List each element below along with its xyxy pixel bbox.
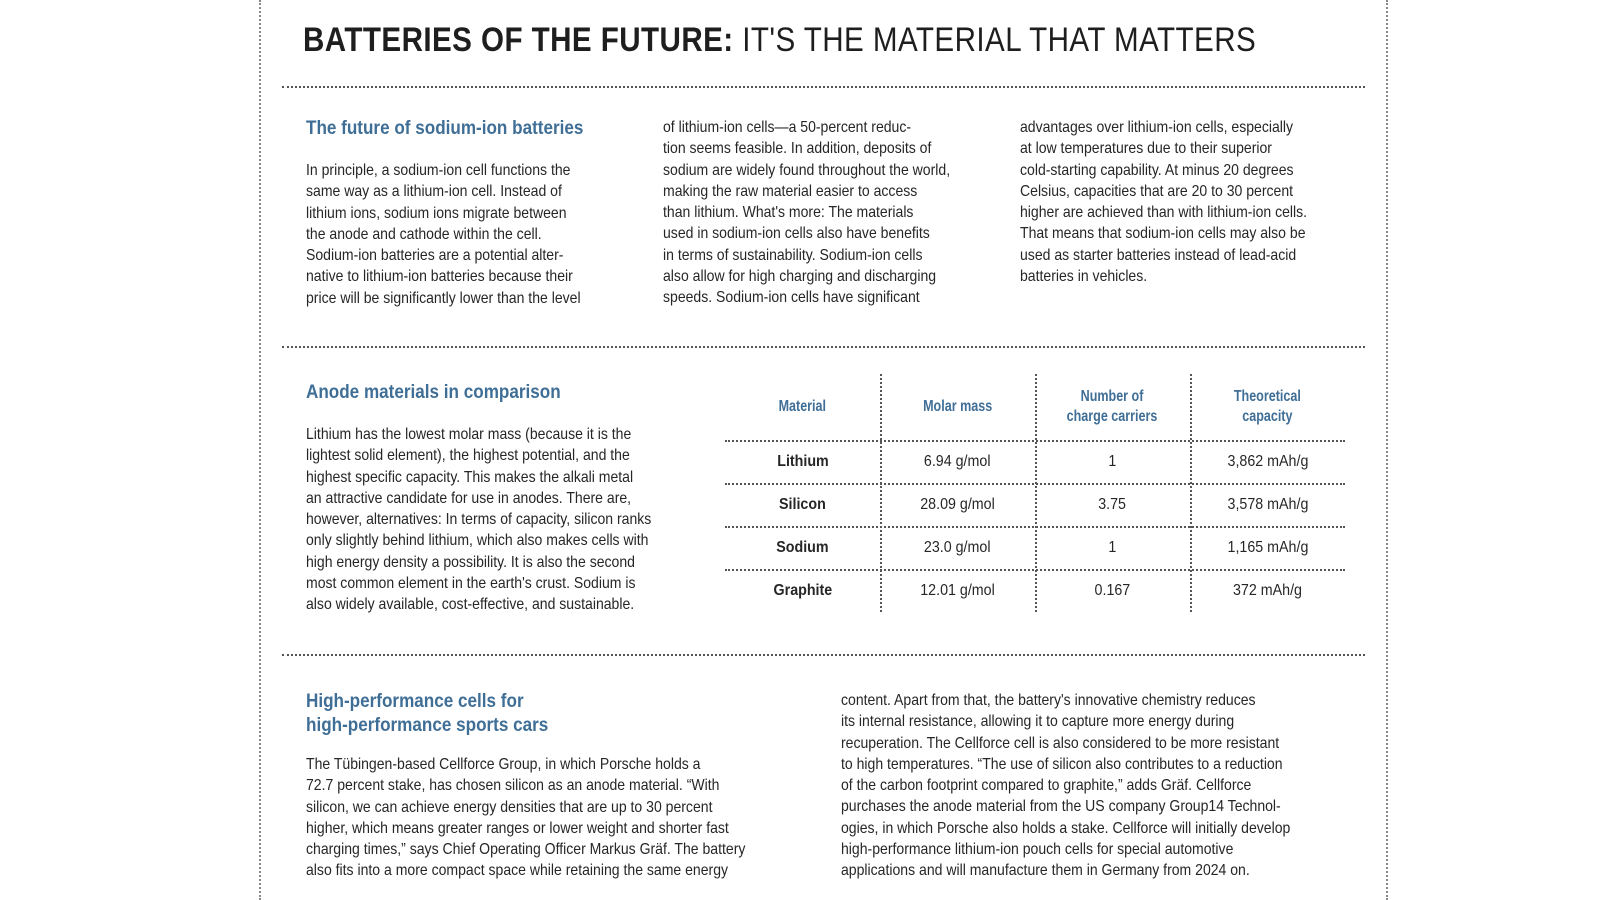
text-line: of lithium-ion cells—a 50-percent reduc- xyxy=(663,119,912,136)
text-line: 72.7 percent stake, has chosen silicon a… xyxy=(306,777,720,795)
sodium-text-column-3: advantages over lithium-ion cells, espec… xyxy=(1020,117,1307,287)
table-cell-material: Silicon xyxy=(779,495,826,513)
text-line: cold-starting capability. At minus 20 de… xyxy=(1020,161,1294,179)
highperf-section-heading: High-performance cells for high-performan… xyxy=(306,690,548,738)
table-cell-capacity: 1,165 mAh/g xyxy=(1227,538,1308,556)
sodium-text-column-2: of lithium-ion cells—a 50-percent reduc-… xyxy=(663,117,950,309)
text-line: higher, which means greater ranges or lo… xyxy=(306,819,729,837)
table-column-divider xyxy=(1035,374,1037,612)
text-line: content. Apart from that, the battery's … xyxy=(841,692,1256,709)
text-line: recuperation. The Cellforce cell is also… xyxy=(841,734,1280,752)
text-line: in terms of sustainability. Sodium-ion c… xyxy=(663,246,923,264)
text-line: lithium ions, sodium ions migrate betwee… xyxy=(306,204,567,222)
text-line: native to lithium-ion batteries because … xyxy=(306,268,573,286)
text-line: also allow for high charging and dischar… xyxy=(663,268,937,286)
text-line: silicon, we can achieve energy densities… xyxy=(306,798,713,816)
section-divider xyxy=(282,654,1365,656)
table-cell-molar-mass: 23.0 g/mol xyxy=(924,538,991,556)
table-cell-molar-mass: 28.09 g/mol xyxy=(920,495,995,513)
table-cell-molar-mass: 12.01 g/mol xyxy=(920,581,995,599)
text-line: Sodium-ion batteries are a potential alt… xyxy=(306,247,564,265)
text-line: price will be significantly lower than t… xyxy=(306,289,581,307)
text-line: The Tübingen-based Cellforce Group, in w… xyxy=(306,756,701,773)
text-line: higher are achieved than with lithium-io… xyxy=(1020,204,1308,222)
text-line: high energy density a possibility. It is… xyxy=(306,553,635,571)
text-line: speeds. Sodium-ion cells have significan… xyxy=(663,289,920,307)
table-cell-capacity: 372 mAh/g xyxy=(1233,581,1302,599)
table-cell-charge-carriers: 0.167 xyxy=(1094,581,1131,599)
page-title-bold: BATTERIES OF THE FUTURE: xyxy=(303,21,734,59)
text-line: That means that sodium-ion cells may als… xyxy=(1020,225,1306,243)
anode-text-body: Lithium has the lowest molar mass (becau… xyxy=(306,424,651,616)
page-border-right xyxy=(1386,0,1388,900)
text-line: also widely available, cost-effective, a… xyxy=(306,596,635,614)
text-line: lightest solid element), the highest pot… xyxy=(306,447,630,465)
highperf-text-column-1: The Tübingen-based Cellforce Group, in w… xyxy=(306,754,745,882)
text-line: used as starter batteries instead of lea… xyxy=(1020,246,1297,264)
text-line: its internal resistance, allowing it to … xyxy=(841,713,1235,731)
text-line: Theoretical xyxy=(1233,388,1301,405)
text-line: Number of xyxy=(1081,388,1144,405)
text-line: high-performance lithium-ion pouch cells… xyxy=(841,841,1234,859)
page-title: BATTERIES OF THE FUTURE: IT'S THE MATERI… xyxy=(303,18,1256,62)
text-line: of the carbon footprint compared to grap… xyxy=(841,777,1252,795)
table-column-divider xyxy=(880,374,882,612)
text-line: Material xyxy=(778,398,827,415)
text-line: capacity xyxy=(1242,408,1293,425)
text-line: batteries in vehicles. xyxy=(1020,268,1148,286)
table-header-molar-mass: Molar mass xyxy=(880,374,1035,440)
text-line: an attractive candidate for use in anode… xyxy=(306,489,632,507)
text-line: high-performance sports cars xyxy=(306,715,549,736)
text-line: also fits into a more compact space whil… xyxy=(306,862,729,880)
text-line: advantages over lithium-ion cells, espec… xyxy=(1020,119,1294,136)
section-divider xyxy=(282,86,1365,88)
highperf-text-column-2: content. Apart from that, the battery's … xyxy=(841,690,1290,882)
text-line: charge carriers xyxy=(1067,408,1158,425)
text-line: same way as a lithium-ion cell. Instead … xyxy=(306,183,562,201)
text-line: used in sodium-ion cells also have benef… xyxy=(663,225,930,243)
table-cell-material: Graphite xyxy=(773,581,832,599)
text-line: the anode and cathode within the cell. xyxy=(306,225,542,243)
text-line: purchases the anode material from the US… xyxy=(841,798,1281,816)
text-line: Molar mass xyxy=(922,398,993,415)
anode-comparison-table: Material Molar mass Number of charge carr… xyxy=(725,374,1345,612)
section-divider xyxy=(282,346,1365,348)
table-cell-material: Lithium xyxy=(776,452,829,470)
text-line: ogies, in which Porsche also holds a sta… xyxy=(841,819,1291,837)
table-header-charge-carriers: Number of charge carriers xyxy=(1035,374,1190,440)
table-column-divider xyxy=(1190,374,1192,612)
text-line: Lithium has the lowest molar mass (becau… xyxy=(306,426,632,443)
table-cell-charge-carriers: 1 xyxy=(1108,538,1117,556)
text-line: charging times,” says Chief Operating Of… xyxy=(306,841,746,859)
text-line: at low temperatures due to their superio… xyxy=(1020,140,1272,158)
table-header-material: Material xyxy=(725,374,880,440)
text-line: sodium are widely found throughout the w… xyxy=(663,161,951,179)
table-cell-charge-carriers: 3.75 xyxy=(1098,495,1127,513)
text-line: Celsius, capacities that are 20 to 30 pe… xyxy=(1020,182,1294,200)
sodium-section-heading: The future of sodium-ion batteries xyxy=(306,118,584,139)
table-cell-molar-mass: 6.94 g/mol xyxy=(924,452,991,470)
text-line: highest specific capacity. This makes th… xyxy=(306,468,634,486)
anode-section-heading: Anode materials in comparison xyxy=(306,382,561,403)
table-cell-material: Sodium xyxy=(776,538,829,556)
page-title-light: IT'S THE MATERIAL THAT MATTERS xyxy=(742,21,1257,59)
text-line: making the raw material easier to access xyxy=(663,182,918,200)
text-line: than lithium. What's more: The materials xyxy=(663,204,914,222)
text-line: to high temperatures. “The use of silico… xyxy=(841,755,1283,773)
text-line: only slightly behind lithium, which also… xyxy=(306,532,649,550)
text-line: High-performance cells for xyxy=(306,691,524,712)
table-cell-capacity: 3,862 mAh/g xyxy=(1227,452,1308,470)
table-header-capacity: Theoretical capacity xyxy=(1190,374,1345,440)
text-line: In principle, a sodium-ion cell function… xyxy=(306,162,571,179)
table-cell-charge-carriers: 1 xyxy=(1108,452,1117,470)
text-line: most common element in the earth's crust… xyxy=(306,575,636,593)
text-line: applications and will manufacture them i… xyxy=(841,862,1250,880)
sodium-text-column-1: In principle, a sodium-ion cell function… xyxy=(306,160,581,309)
text-line: however, alternatives: In terms of capac… xyxy=(306,511,652,529)
table-cell-capacity: 3,578 mAh/g xyxy=(1227,495,1308,513)
text-line: tion seems feasible. In addition, deposi… xyxy=(663,140,932,158)
page-border-left xyxy=(259,0,261,900)
